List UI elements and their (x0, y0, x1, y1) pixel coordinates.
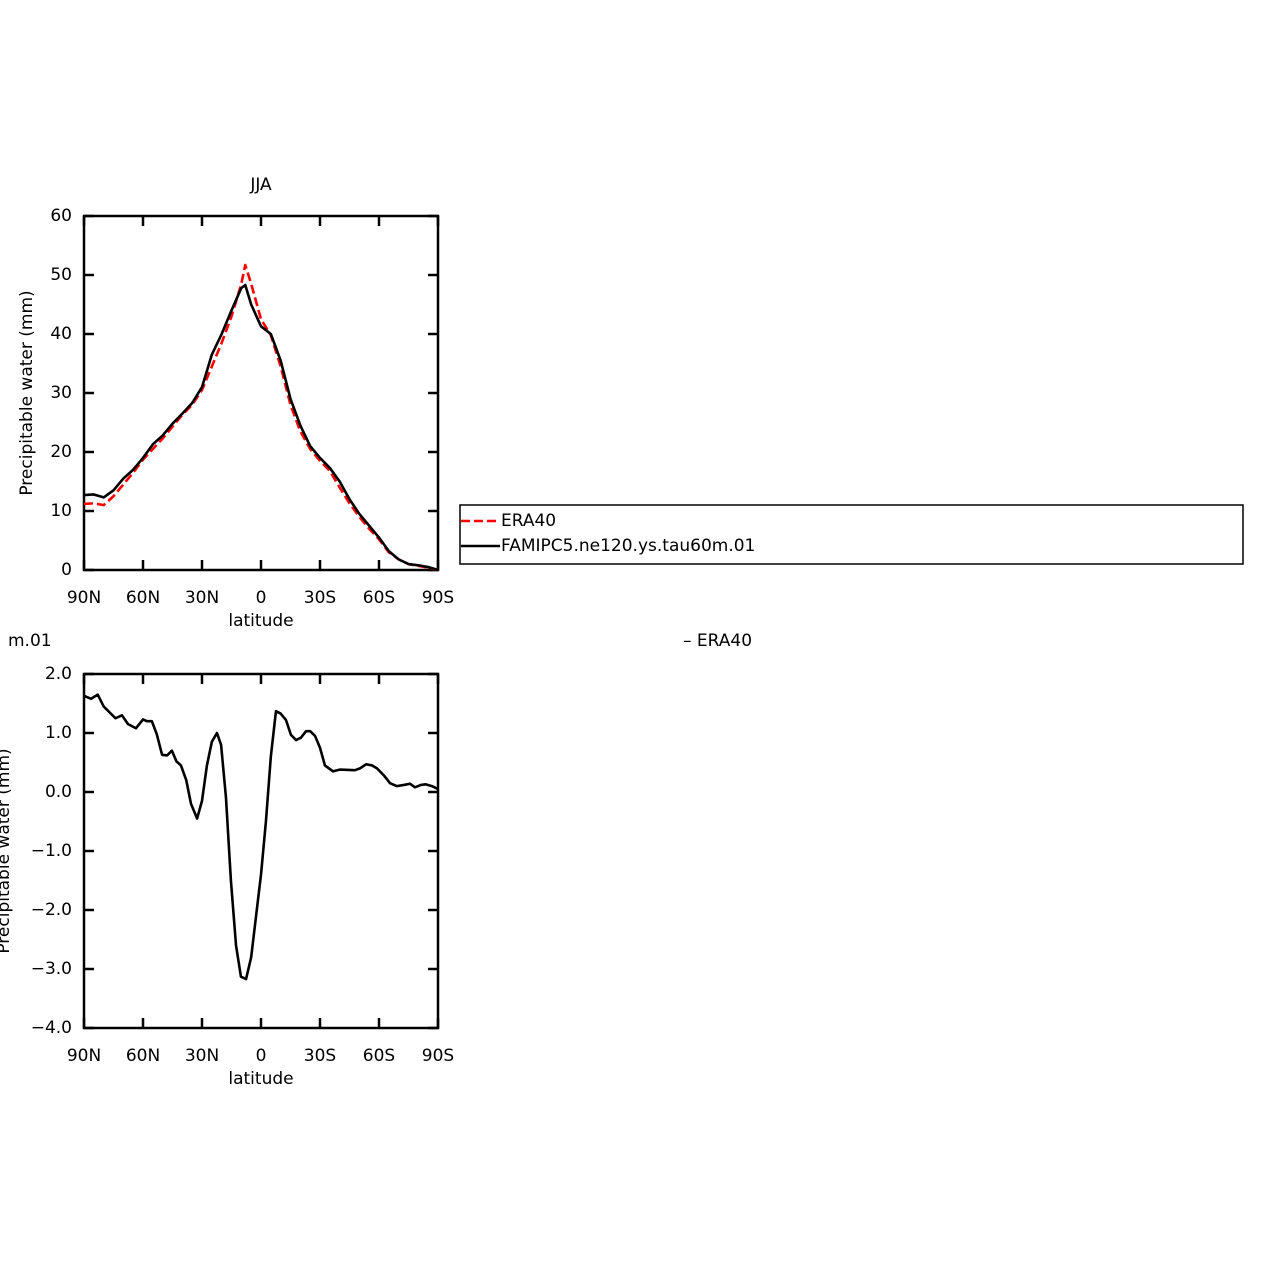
line-series (83, 263, 439, 572)
x-tick-label: 0 (256, 1046, 267, 1066)
x-tick-label: 60N (126, 588, 160, 608)
y-tick-label: −4.0 (31, 1018, 72, 1038)
y-tick-label: 50 (50, 265, 72, 285)
x-tick-label: 30S (304, 588, 336, 608)
line-series (83, 693, 439, 981)
y-tick-label: 40 (50, 324, 72, 344)
y-tick-label: 1.0 (45, 723, 72, 743)
y-tick-label: 2.0 (45, 664, 72, 684)
x-axis-label: latitude (228, 611, 293, 631)
plot-frame (82, 214, 440, 572)
y-tick-label: −1.0 (31, 841, 72, 861)
y-tick-label: 30 (50, 383, 72, 403)
y-tick-label: 60 (50, 206, 72, 226)
y-tick-label: 0.0 (45, 782, 72, 802)
legend-box (459, 504, 1244, 565)
x-tick-label: 30S (304, 1046, 336, 1066)
x-tick-label: 60S (363, 588, 395, 608)
line-series (83, 283, 439, 572)
plot-frame (82, 672, 440, 1030)
y-axis-label: Precipitable water (mm) (0, 748, 14, 953)
chart-subtitle: – ERA40 (683, 631, 752, 651)
chart-title: m.01 (8, 631, 52, 651)
x-tick-label: 60N (126, 1046, 160, 1066)
x-tick-label: 30N (185, 588, 219, 608)
x-axis-label: latitude (228, 1069, 293, 1089)
y-axis-label: Precipitable water (mm) (17, 290, 37, 495)
x-tick-label: 90N (67, 1046, 101, 1066)
x-tick-label: 90S (422, 588, 454, 608)
y-tick-label: 0 (61, 560, 72, 580)
x-tick-label: 90S (422, 1046, 454, 1066)
x-tick-label: 60S (363, 1046, 395, 1066)
x-tick-label: 30N (185, 1046, 219, 1066)
legend-label: ERA40 (501, 511, 556, 531)
x-tick-label: 90N (67, 588, 101, 608)
x-tick-label: 0 (256, 588, 267, 608)
y-tick-label: 20 (50, 442, 72, 462)
chart-title: JJA (249, 175, 272, 195)
y-tick-label: 10 (50, 501, 72, 521)
legend-label: FAMIPC5.ne120.ys.tau60m.01 (501, 536, 755, 556)
y-tick-label: −2.0 (31, 900, 72, 920)
y-tick-label: −3.0 (31, 959, 72, 979)
